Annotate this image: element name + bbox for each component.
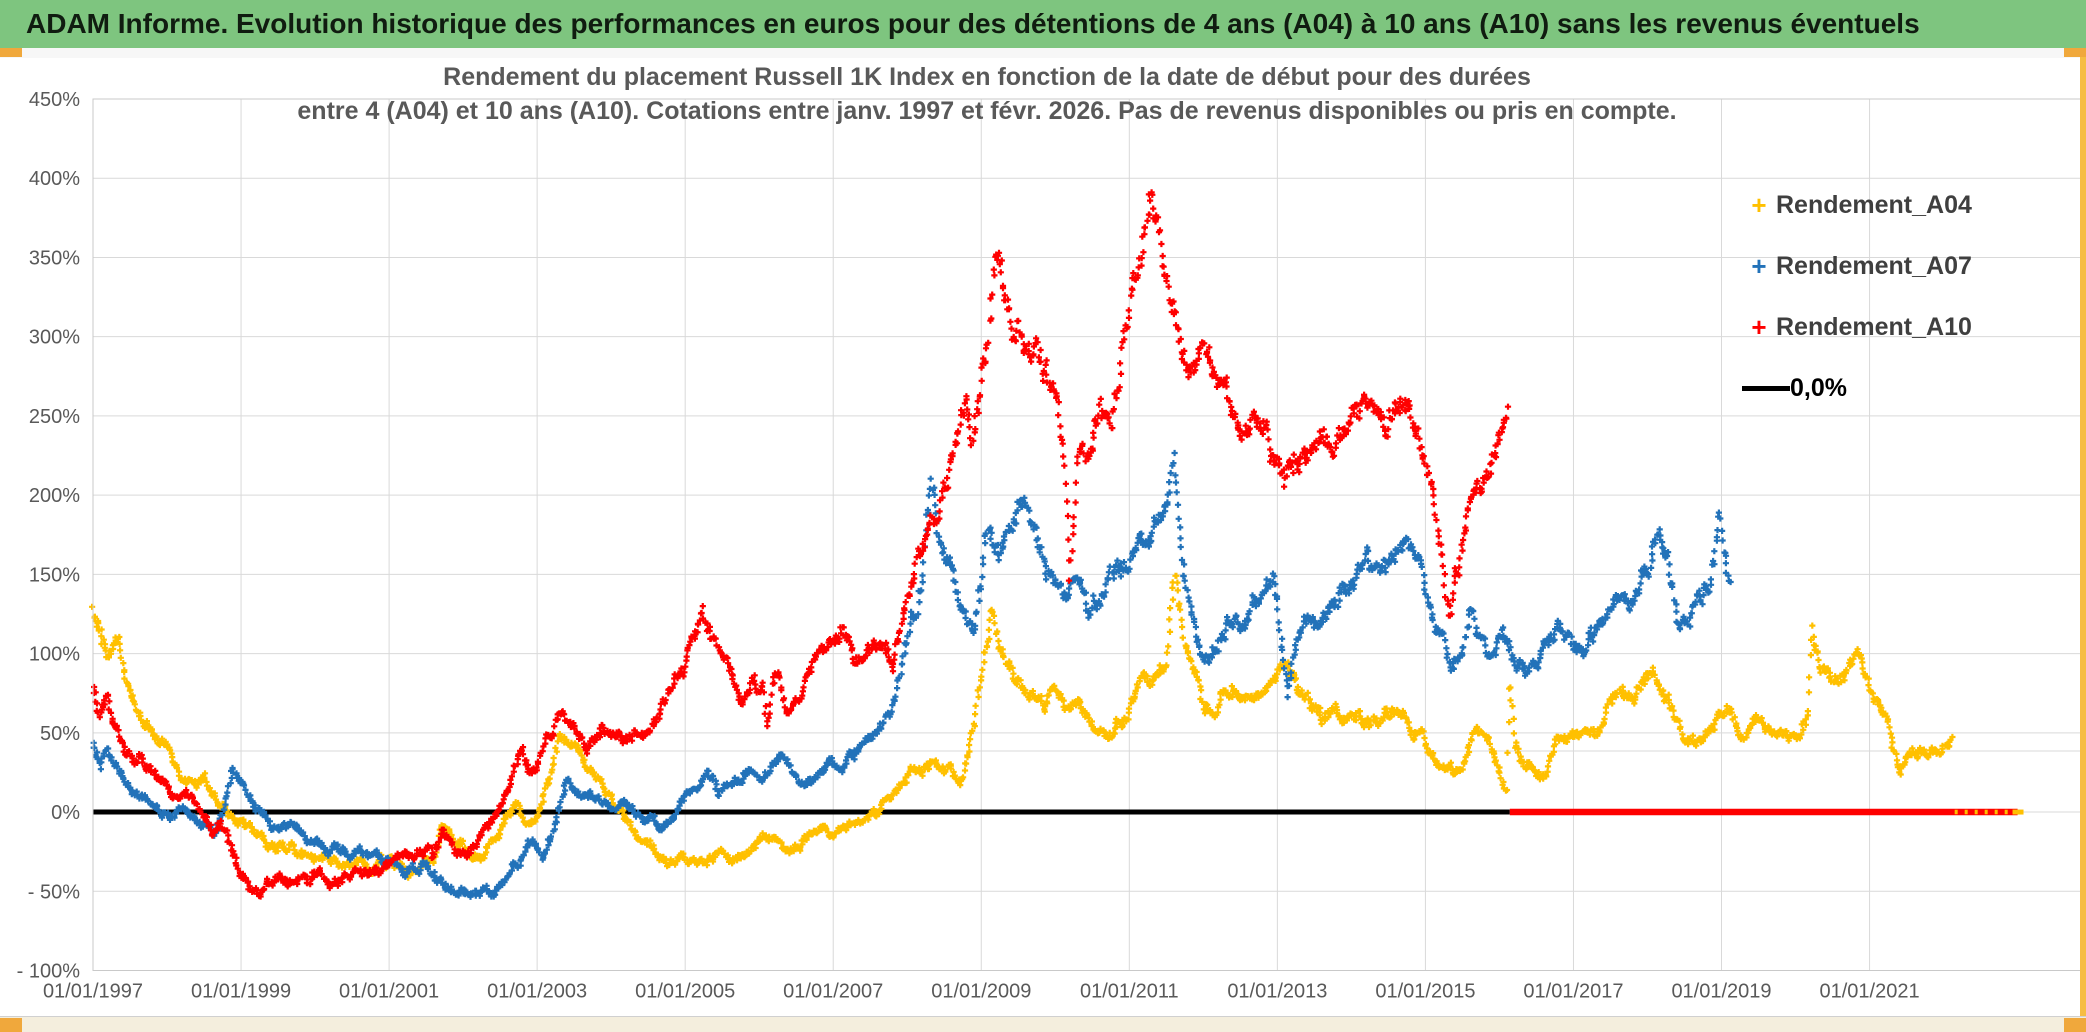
x-tick-label: 01/01/2007	[783, 981, 883, 1003]
y-tick-label: 350%	[29, 247, 80, 269]
x-tick-label: 01/01/2001	[339, 981, 439, 1003]
gold-accent-top-left	[0, 48, 22, 57]
x-tick-label: 01/01/2021	[1819, 981, 1919, 1003]
gold-accent-bottom-left	[0, 1018, 22, 1032]
x-tick-label: 01/01/2009	[931, 981, 1031, 1003]
x-tick-label: 01/01/2013	[1227, 981, 1327, 1003]
x-tick-label: 01/01/2019	[1671, 981, 1771, 1003]
y-tick-label: 100%	[29, 644, 80, 666]
x-tick-label: 01/01/2003	[487, 981, 587, 1003]
legend-item-a07: + Rendement_A07	[1742, 251, 2072, 281]
y-tick-label: 0%	[51, 802, 80, 824]
legend-item-a10: + Rendement_A10	[1742, 312, 2072, 342]
y-tick-label: 50%	[40, 723, 80, 745]
y-tick-label: 450%	[29, 89, 80, 111]
y-tick-label: - 100%	[17, 961, 81, 983]
series-rendement_a10	[90, 189, 1512, 900]
series-rendement_a07	[90, 449, 1734, 900]
x-tick-label: 01/01/1997	[43, 981, 143, 1003]
plus-marker-icon: +	[1751, 251, 1767, 281]
legend: + Rendement_A04 + Rendement_A07 + Rendem…	[1742, 190, 2072, 403]
header-title: ADAM Informe. Evolution historique des p…	[26, 8, 1920, 39]
legend-label: Rendement_A07	[1776, 251, 1972, 280]
subheader-strip	[0, 48, 2086, 58]
plus-marker-icon: +	[1751, 190, 1767, 220]
y-tick-label: 150%	[29, 564, 80, 586]
legend-item-a04: + Rendement_A04	[1742, 190, 2072, 220]
x-tick-label: 01/01/2011	[1080, 981, 1179, 1003]
gold-accent-top-right	[2064, 48, 2086, 57]
bottom-strip	[0, 1016, 2086, 1032]
legend-label: Rendement_A10	[1776, 312, 1972, 341]
y-tick-label: - 50%	[28, 881, 80, 903]
y-tick-label: 250%	[29, 406, 80, 428]
x-tick-label: 01/01/2017	[1523, 981, 1623, 1003]
legend-item-zero-line: 0,0%	[1742, 373, 2072, 403]
x-tick-label: 01/01/1999	[191, 981, 291, 1003]
legend-label: 0,0%	[1790, 373, 1847, 402]
y-axis-labels: 450% 400% 350% 300% 250% 200% 150% 100% 50% 0% - 5…	[17, 89, 81, 983]
x-tick-label: 01/01/2015	[1375, 981, 1475, 1003]
gold-accent-right-edge	[2080, 57, 2086, 1017]
y-tick-label: 400%	[29, 168, 80, 190]
y-tick-label: 300%	[29, 327, 80, 349]
gold-accent-bottom-right	[2064, 1018, 2086, 1032]
x-axis-labels: 01/01/1997 01/01/1999 01/01/2001 01/01/2003…	[43, 981, 1920, 1003]
plus-marker-icon: +	[1751, 312, 1767, 342]
y-tick-label: 200%	[29, 485, 80, 507]
legend-label: Rendement_A04	[1776, 190, 1972, 219]
header-banner: ADAM Informe. Evolution historique des p…	[0, 0, 2086, 48]
zero-line-icon	[1742, 385, 1790, 391]
x-tick-label: 01/01/2005	[635, 981, 735, 1003]
series-rendement_a04	[89, 572, 1956, 881]
